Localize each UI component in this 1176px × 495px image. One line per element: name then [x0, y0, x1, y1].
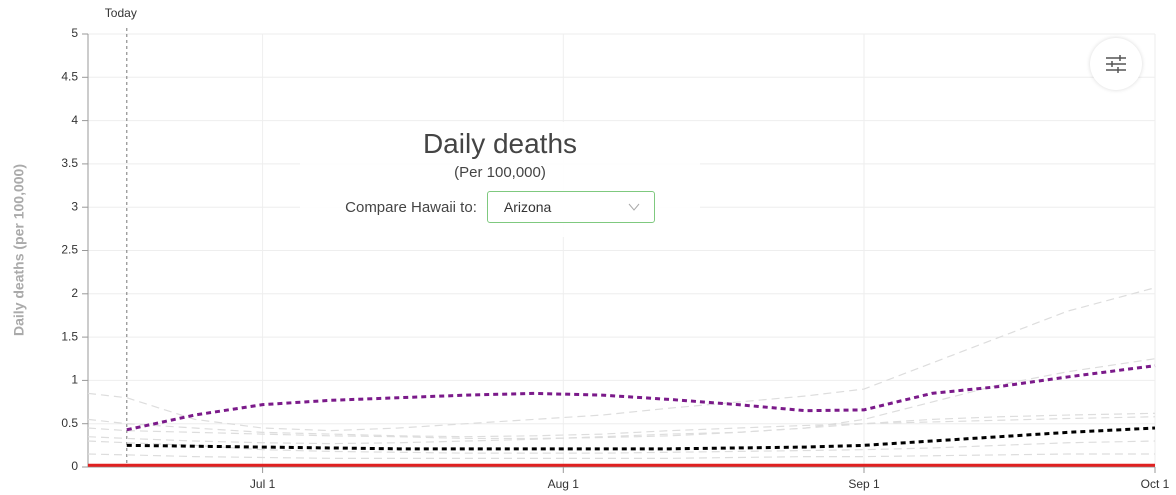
- chart-subtitle: (Per 100,000): [454, 164, 546, 181]
- chart-title: Daily deaths: [422, 128, 578, 159]
- y-tick-label: 3: [71, 199, 78, 213]
- series-line: [126, 426, 1156, 451]
- dropdown-arrow: [628, 203, 640, 211]
- series-line: [87, 440, 1156, 454]
- settings-button[interactable]: [1090, 38, 1142, 90]
- y-tick-label: 0.5: [61, 416, 78, 430]
- y-tick-label: 2.5: [61, 243, 78, 257]
- x-tick-label: Oct 1: [1141, 477, 1170, 491]
- x-tick-label: Sep 1: [848, 477, 880, 491]
- series-line: [87, 416, 1156, 440]
- series-line: [87, 412, 1156, 438]
- compare-label: Compare Hawaii to:: [345, 198, 477, 216]
- y-tick-label: 0: [71, 459, 78, 473]
- series-line: [87, 358, 1156, 445]
- compare-dropdown[interactable]: Arizona: [486, 191, 655, 223]
- chart-header: Daily deaths (Per 100,000) Compare Hawai…: [300, 122, 700, 237]
- compare-row: Compare Hawaii to: Arizona: [300, 191, 700, 223]
- y-tick-label: 1.5: [61, 329, 78, 343]
- y-axis-label: Daily deaths (per 100,000): [11, 164, 27, 336]
- series-line: [126, 364, 1156, 432]
- y-tick-label: 4.5: [61, 69, 78, 83]
- y-tick-label: 3.5: [61, 156, 78, 170]
- series-line: [87, 287, 1156, 432]
- y-tick-label: 4: [71, 113, 78, 127]
- dropdown-value: Arizona: [503, 199, 552, 215]
- today-label: Today: [105, 6, 137, 20]
- series-line: [87, 453, 1155, 459]
- x-tick-label: Jul 1: [250, 477, 276, 491]
- y-tick-label: 5: [71, 26, 78, 40]
- settings-icon: [1106, 55, 1126, 73]
- x-tick-label: Aug 1: [548, 477, 580, 491]
- y-tick-label: 2: [71, 286, 78, 300]
- y-tick-label: 1: [71, 373, 78, 387]
